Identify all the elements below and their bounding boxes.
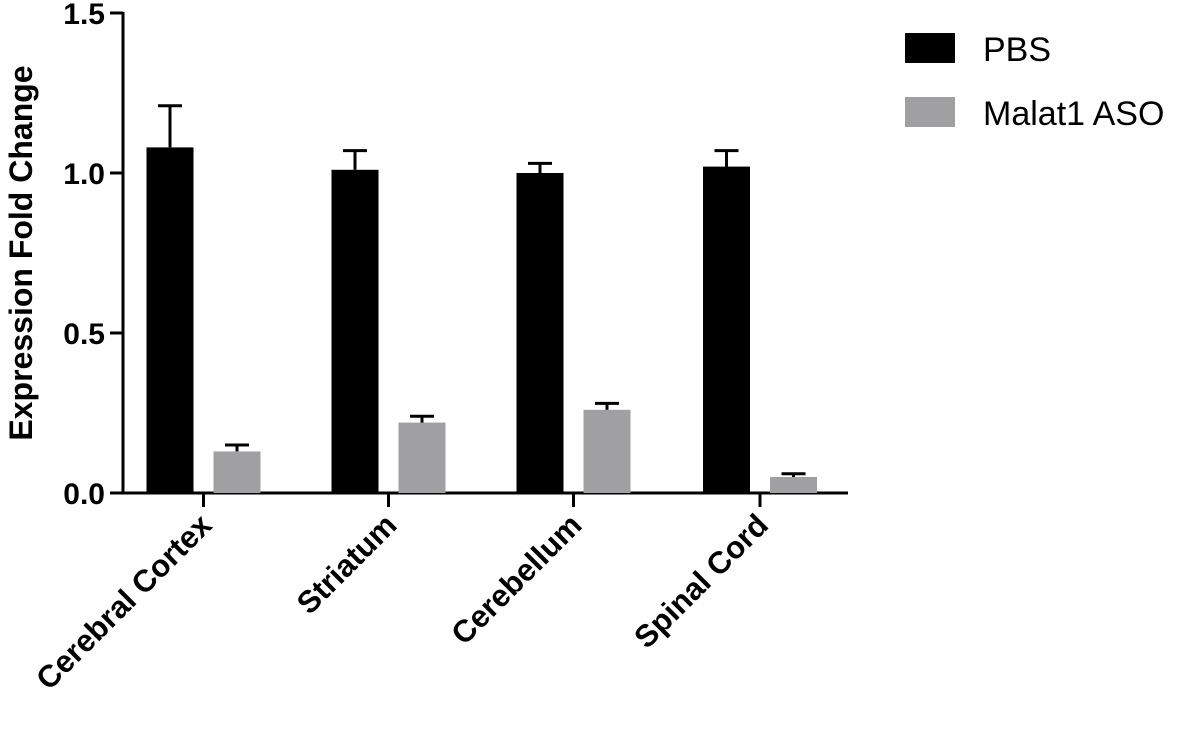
legend-label: Malat1 ASO — [983, 95, 1164, 133]
legend-label: PBS — [983, 31, 1051, 69]
legend-swatch — [905, 33, 955, 63]
x-tick-label: Cerebral Cortex — [29, 507, 219, 697]
legend-swatch — [905, 97, 955, 127]
bar-malat1-aso-spinal-cord — [770, 477, 817, 493]
y-tick-label: 0.5 — [63, 318, 105, 351]
y-tick-label: 1.5 — [63, 0, 105, 31]
bar-pbs-spinal-cord — [703, 166, 750, 493]
x-tick-label: Cerebellum — [444, 507, 588, 651]
bar-malat1-aso-cerebellum — [583, 409, 631, 493]
error-bars — [158, 104, 806, 477]
x-axis — [121, 491, 848, 507]
bar-pbs-cerebellum — [516, 173, 564, 493]
y-tick-label: 1.0 — [63, 158, 105, 191]
y-axis-label-group: Expression Fold Change — [3, 65, 39, 440]
x-tick-label: Striatum — [290, 507, 404, 621]
bar-pbs-cerebral-cortex — [146, 147, 194, 493]
x-tick-label: Spinal Cord — [627, 507, 775, 655]
y-axis-label: Expression Fold Change — [3, 65, 39, 440]
bar-malat1-aso-striatum — [398, 422, 446, 493]
legend: PBS Malat1 ASO — [905, 31, 1164, 133]
bar-malat1-aso-cerebral-cortex — [213, 451, 261, 493]
y-tick-label: 0.0 — [63, 478, 105, 511]
x-tick-labels: Cerebral Cortex Striatum Cerebellum Spinal … — [29, 507, 775, 697]
y-axis: 0.0 0.5 1.0 1.5 — [63, 0, 125, 511]
bar-pbs-striatum — [331, 169, 379, 494]
bars — [146, 147, 817, 494]
